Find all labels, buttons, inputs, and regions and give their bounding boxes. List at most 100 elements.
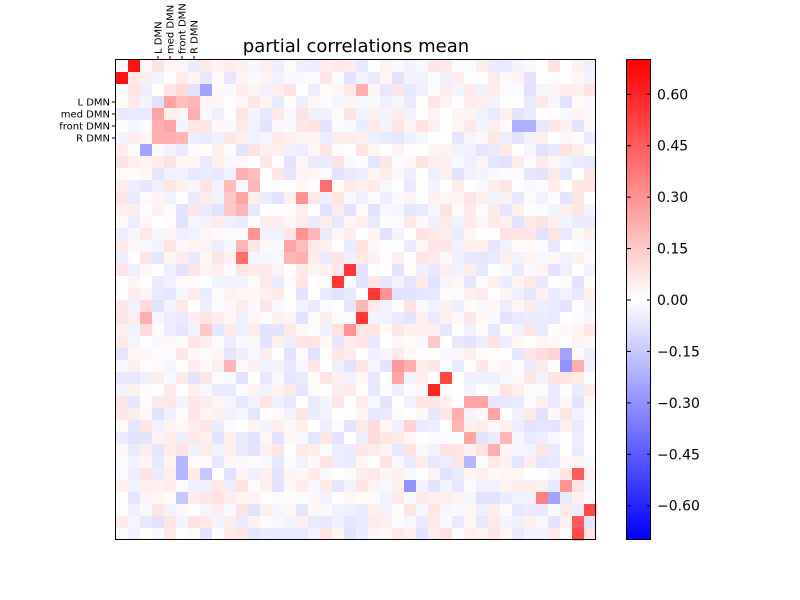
heatmap-cell [248, 444, 261, 457]
heatmap-cell [428, 480, 441, 493]
heatmap-cell [512, 456, 525, 469]
heatmap-cell [344, 108, 357, 121]
heatmap-cell [572, 408, 585, 421]
heatmap-cell [320, 276, 333, 289]
heatmap-cell [344, 144, 357, 157]
heatmap-cell [464, 264, 477, 277]
heatmap-cell [512, 504, 525, 517]
heatmap-cell [260, 276, 273, 289]
heatmap-cell [536, 504, 549, 517]
heatmap-cell [272, 504, 285, 517]
heatmap-cell [332, 468, 345, 481]
heatmap-cell [440, 264, 453, 277]
heatmap-cell [332, 132, 345, 145]
heatmap-cell [428, 204, 441, 217]
heatmap-cell [452, 468, 465, 481]
heatmap-cell [416, 96, 429, 109]
heatmap-cell [344, 324, 357, 337]
heatmap-cell [308, 300, 321, 313]
heatmap-cell [188, 384, 201, 397]
heatmap-cell [392, 228, 405, 241]
heatmap-cell [128, 96, 141, 109]
heatmap-cell [284, 492, 297, 505]
heatmap-cell [332, 324, 345, 337]
heatmap-cell [536, 156, 549, 169]
heatmap-cell [476, 192, 489, 205]
heatmap-cell [248, 156, 261, 169]
heatmap-cell [380, 420, 393, 433]
heatmap-cell [296, 132, 309, 145]
heatmap-cell [584, 516, 597, 529]
heatmap-cell [440, 324, 453, 337]
heatmap-cell [524, 84, 537, 97]
heatmap-cell [296, 288, 309, 301]
heatmap-cell [404, 288, 417, 301]
heatmap-cell [584, 144, 597, 157]
heatmap-cell [452, 432, 465, 445]
heatmap-cell [140, 96, 153, 109]
heatmap-cell [440, 252, 453, 265]
heatmap-cell [224, 312, 237, 325]
heatmap-cell [356, 132, 369, 145]
heatmap-cell [440, 300, 453, 313]
heatmap-cell [140, 480, 153, 493]
heatmap-cell [404, 516, 417, 529]
heatmap-cell [392, 120, 405, 133]
heatmap-cell [320, 396, 333, 409]
heatmap-cell [116, 108, 129, 121]
heatmap-cell [140, 216, 153, 229]
heatmap-cell [284, 360, 297, 373]
heatmap-cell [140, 456, 153, 469]
heatmap-cell [284, 384, 297, 397]
heatmap-cell [308, 492, 321, 505]
heatmap-cell [500, 144, 513, 157]
heatmap-cell [440, 144, 453, 157]
heatmap-cell [152, 300, 165, 313]
heatmap-cell [176, 156, 189, 169]
heatmap-cell [248, 312, 261, 325]
heatmap-cell [440, 336, 453, 349]
heatmap-cell [260, 324, 273, 337]
heatmap-cell [440, 372, 453, 385]
heatmap-cell [512, 324, 525, 337]
heatmap-cell [476, 264, 489, 277]
heatmap-cell [488, 60, 501, 73]
heatmap-cell [464, 144, 477, 157]
heatmap-cell [140, 72, 153, 85]
heatmap-cell [176, 228, 189, 241]
heatmap-cell [164, 192, 177, 205]
heatmap-cell [224, 468, 237, 481]
heatmap-cell [356, 396, 369, 409]
heatmap-cell [476, 492, 489, 505]
heatmap-cell [584, 180, 597, 193]
heatmap-cell [572, 504, 585, 517]
heatmap-cell [572, 396, 585, 409]
heatmap-cell [356, 528, 369, 541]
heatmap-cell [296, 324, 309, 337]
heatmap-cell [308, 384, 321, 397]
heatmap-cell [560, 264, 573, 277]
heatmap-cell [140, 156, 153, 169]
heatmap-cell [236, 372, 249, 385]
heatmap-cell [380, 300, 393, 313]
heatmap-cell [560, 72, 573, 85]
heatmap-cell [248, 432, 261, 445]
heatmap-cell [128, 252, 141, 265]
heatmap-cell [128, 492, 141, 505]
heatmap-cell [236, 228, 249, 241]
heatmap-cell [452, 108, 465, 121]
heatmap-cell [488, 324, 501, 337]
heatmap-cell [476, 444, 489, 457]
heatmap-cell [356, 240, 369, 253]
heatmap-cell [392, 516, 405, 529]
heatmap-cell [188, 444, 201, 457]
heatmap-cell [344, 336, 357, 349]
heatmap-cell [176, 264, 189, 277]
heatmap-cell [524, 228, 537, 241]
heatmap-cell [344, 252, 357, 265]
heatmap-cell [248, 300, 261, 313]
heatmap-cell [332, 96, 345, 109]
heatmap-cell [392, 180, 405, 193]
heatmap-cell [584, 96, 597, 109]
heatmap-cell [248, 384, 261, 397]
